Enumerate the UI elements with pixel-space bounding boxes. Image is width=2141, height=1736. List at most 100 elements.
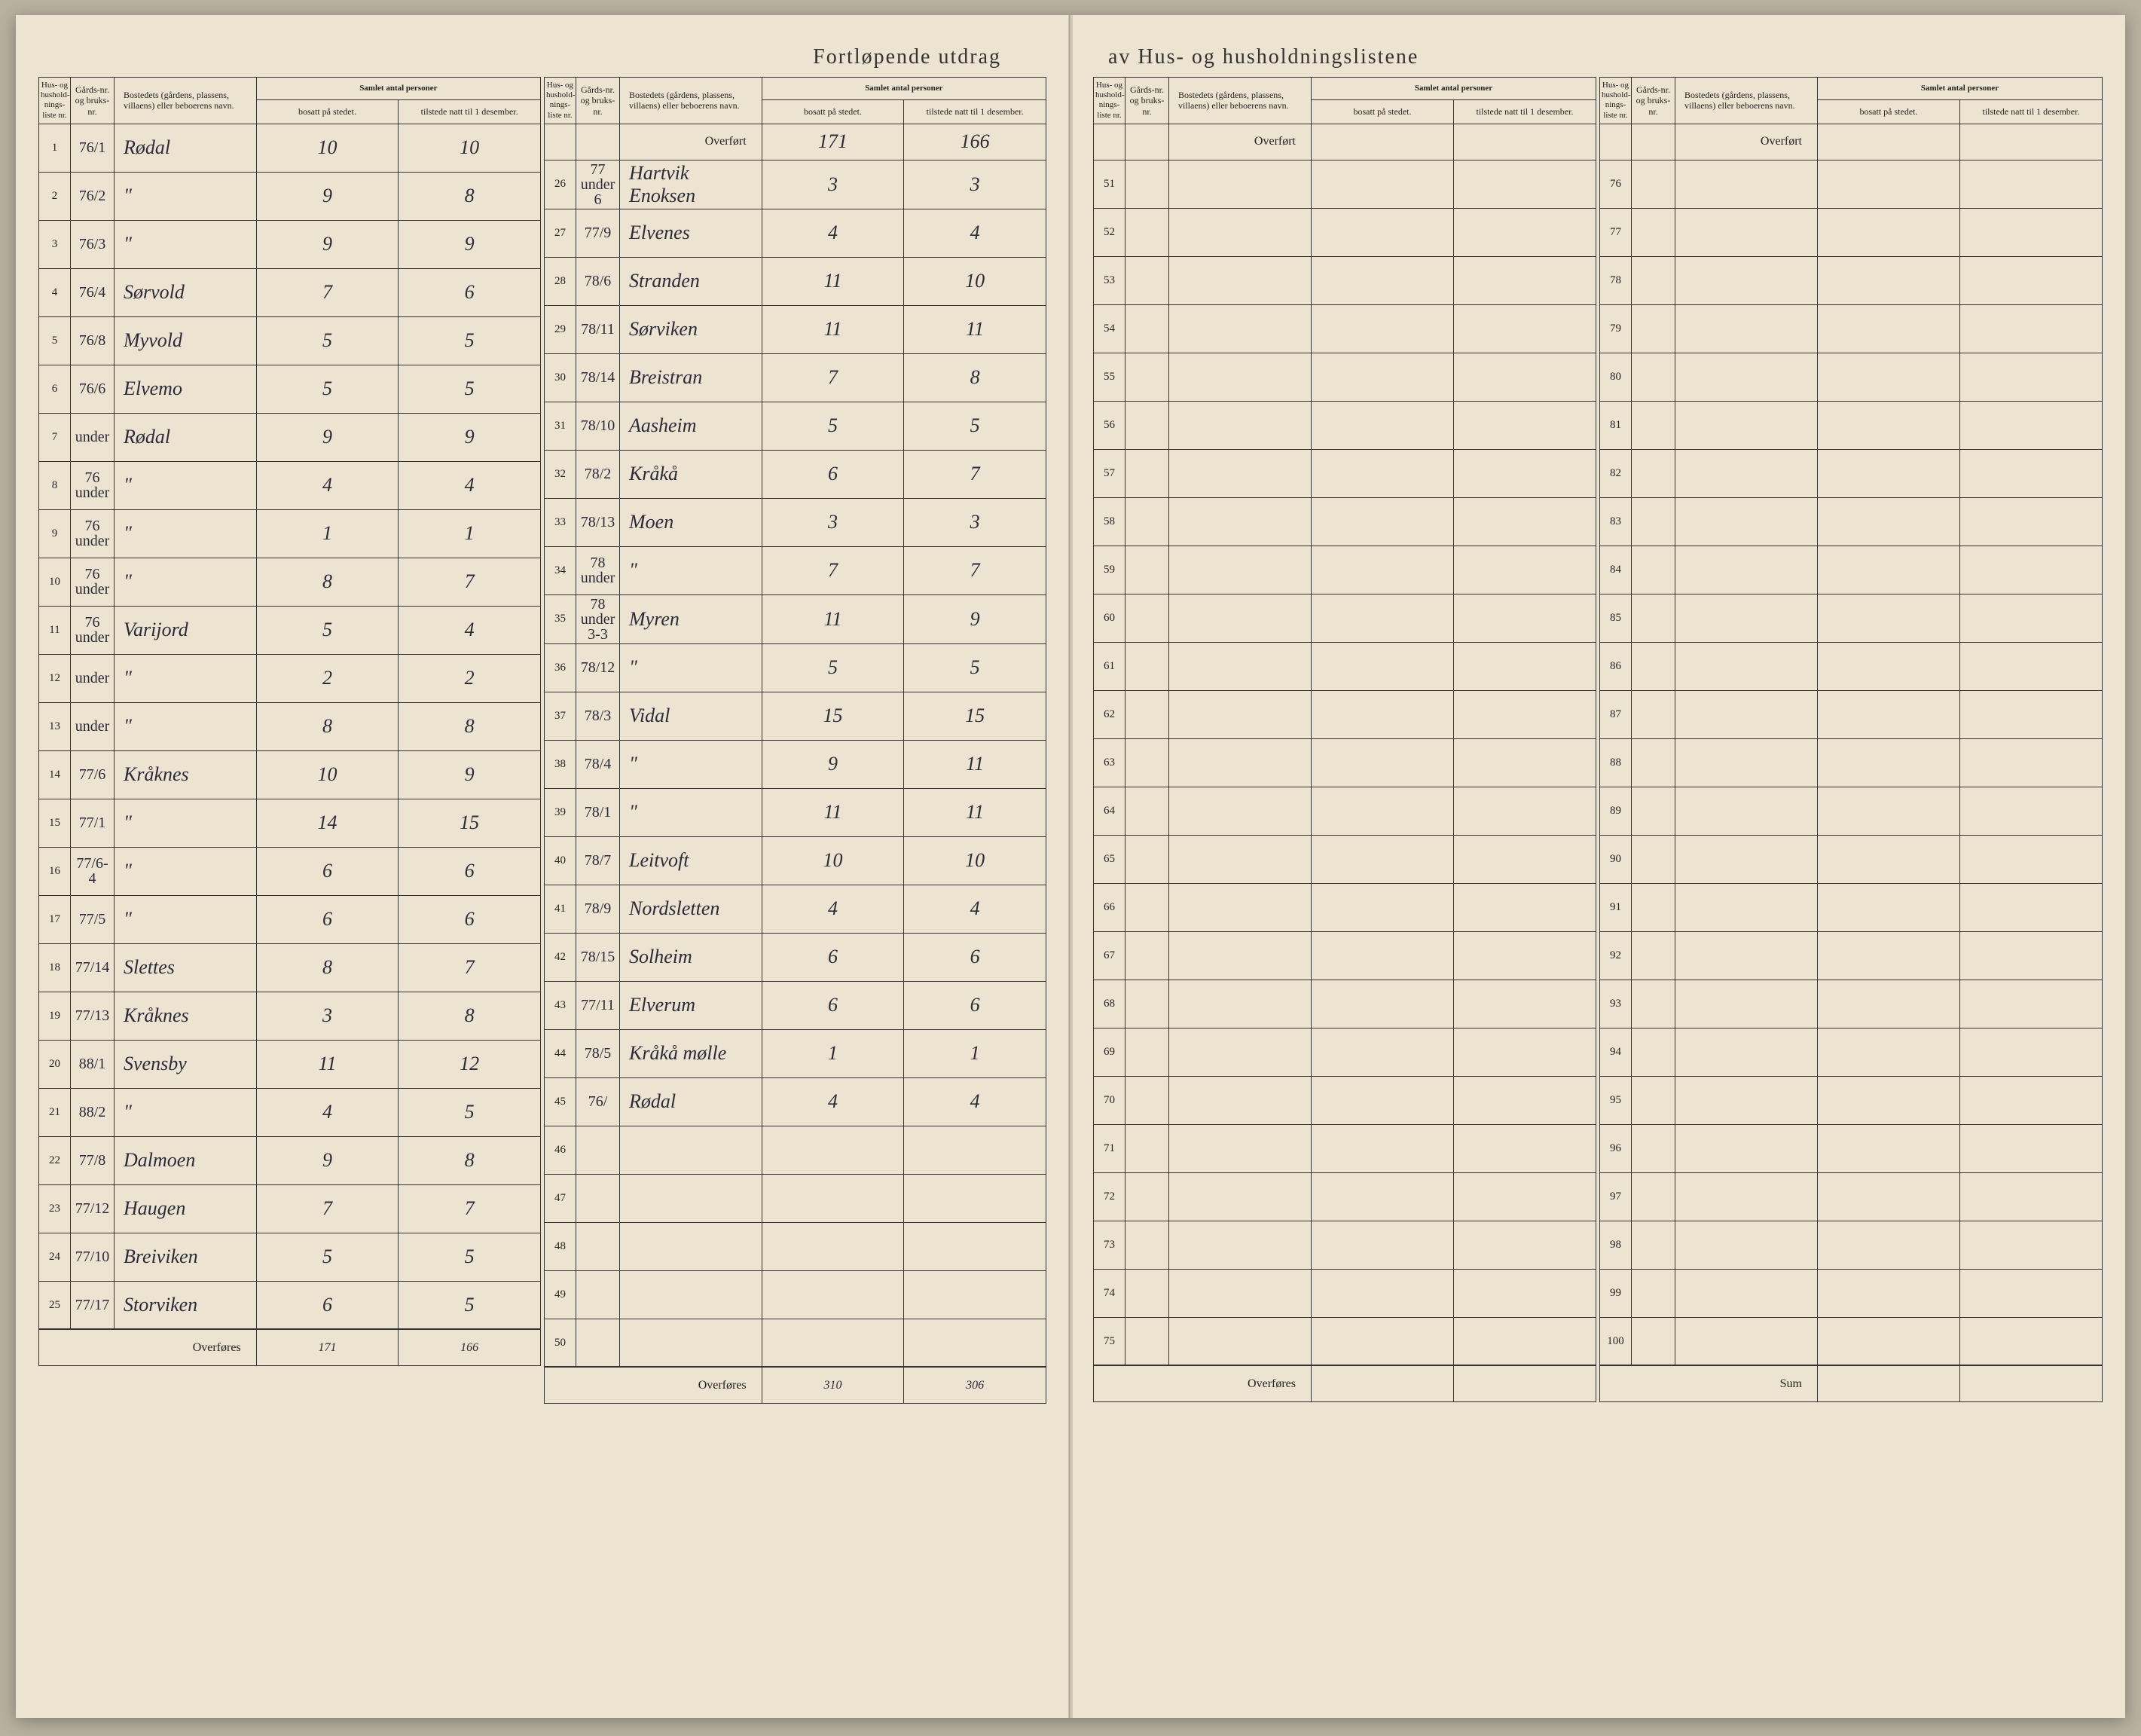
bosatt-count [1818, 642, 1960, 690]
tilstede-count [1454, 208, 1596, 256]
row-number: 3 [39, 220, 71, 268]
table-row: 87 [1600, 690, 2103, 738]
bosted-name: Hartvik Enoksen [620, 160, 762, 209]
bosted-name: " [115, 220, 257, 268]
tilstede-count: 6 [399, 895, 541, 943]
bosted-name: Breiviken [115, 1233, 257, 1281]
bosted-name [1169, 256, 1312, 304]
row-number: 24 [39, 1233, 71, 1281]
table-row: 71 [1094, 1124, 1596, 1172]
row-number: 100 [1600, 1317, 1632, 1365]
tilstede-count [1960, 1124, 2103, 1172]
row-number: 14 [39, 750, 71, 799]
tilstede-count: 5 [399, 365, 541, 413]
bosted-name [1169, 787, 1312, 835]
bosted-name [1169, 835, 1312, 883]
row-number: 11 [39, 606, 71, 654]
row-number: 72 [1094, 1172, 1125, 1221]
tilstede-count: 1 [904, 1029, 1046, 1077]
tilstede-count [1454, 401, 1596, 449]
table-row: 80 [1600, 353, 2103, 401]
gard-number [1125, 353, 1169, 401]
header-gard: Gårds-nr. og bruks-nr. [71, 78, 115, 124]
ledger-table-2: Hus- og hushold-nings-liste nr. Gårds-nr… [544, 77, 1046, 1404]
gard-number [1632, 497, 1675, 546]
column-block-3: Hus- og hushold-nings-liste nr. Gårds-nr… [1093, 77, 1596, 1402]
bosted-name: " [115, 654, 257, 702]
tilstede-count [1960, 160, 2103, 208]
table-row: 61 [1094, 642, 1596, 690]
row-number: 42 [545, 933, 576, 981]
tilstede-count: 6 [904, 981, 1046, 1029]
row-number: 98 [1600, 1221, 1632, 1269]
tilstede-count [1960, 546, 2103, 594]
bosted-name [1675, 401, 1818, 449]
row-number: 85 [1600, 594, 1632, 642]
row-number: 25 [39, 1281, 71, 1329]
table-header: Hus- og hushold-nings-liste nr. Gårds-nr… [1094, 78, 1596, 124]
table-row: 90 [1600, 835, 2103, 883]
bosted-name [1169, 642, 1312, 690]
tilstede-count [1454, 787, 1596, 835]
gard-number [1125, 690, 1169, 738]
bosted-name [1675, 738, 1818, 787]
tilstede-count [1960, 401, 2103, 449]
row-number: 33 [545, 498, 576, 546]
table-row: 74 [1094, 1269, 1596, 1317]
bosted-name [620, 1174, 762, 1222]
table-row: 82 [1600, 449, 2103, 497]
row-number: 57 [1094, 449, 1125, 497]
tilstede-count [1454, 980, 1596, 1028]
row-number: 91 [1600, 883, 1632, 931]
row-number: 84 [1600, 546, 1632, 594]
bosatt-count: 5 [256, 1233, 399, 1281]
gard-number [1125, 835, 1169, 883]
bosted-name: Rødal [620, 1077, 762, 1126]
table-row: 76 [1600, 160, 2103, 208]
bosted-name: " [115, 895, 257, 943]
bosted-name: " [115, 172, 257, 220]
row-number: 77 [1600, 208, 1632, 256]
tilstede-count: 3 [904, 160, 1046, 209]
bosatt-count [1312, 1221, 1454, 1269]
bosted-name: Leitvoft [620, 836, 762, 885]
gard-number: 78/10 [576, 402, 620, 450]
tilstede-count: 5 [399, 1281, 541, 1329]
bosted-name: Kråknes [115, 750, 257, 799]
gard-number [1125, 1269, 1169, 1317]
gard-number [1632, 546, 1675, 594]
bosted-name [1675, 642, 1818, 690]
gard-number: 78 under 3-3 [576, 594, 620, 643]
overfores-label: Overføres [545, 1367, 762, 1403]
row-number: 5 [39, 316, 71, 365]
bosted-name [1675, 353, 1818, 401]
gard-number [1125, 497, 1169, 546]
gard-number [1125, 546, 1169, 594]
header-tilstede: tilstede natt til 1 desember. [904, 100, 1046, 124]
table-row: 1977/13Kråknes38 [39, 992, 541, 1040]
table-row: 876 under"44 [39, 461, 541, 509]
table-row: 100 [1600, 1317, 2103, 1365]
gard-number [1632, 931, 1675, 980]
row-number: 40 [545, 836, 576, 885]
row-number: 58 [1094, 497, 1125, 546]
header-hus: Hus- og hushold-nings-liste nr. [39, 78, 71, 124]
gard-number: 78/5 [576, 1029, 620, 1077]
table-header: Hus- og hushold-nings-liste nr. Gårds-nr… [545, 78, 1046, 124]
row-number: 55 [1094, 353, 1125, 401]
gard-number [1632, 835, 1675, 883]
row-number: 23 [39, 1184, 71, 1233]
bosted-name [1675, 208, 1818, 256]
tilstede-count: 8 [399, 702, 541, 750]
row-number: 54 [1094, 304, 1125, 353]
tilstede-count: 15 [904, 692, 1046, 740]
row-number: 36 [545, 643, 576, 692]
bosted-name [1169, 449, 1312, 497]
table-row: 79 [1600, 304, 2103, 353]
gard-number [1125, 1076, 1169, 1124]
table-row: 73 [1094, 1221, 1596, 1269]
table-row: 2477/10Breiviken55 [39, 1233, 541, 1281]
bosatt-count [762, 1319, 904, 1367]
bosatt-count: 4 [256, 1088, 399, 1136]
overfort-row: Overført 171 166 [545, 124, 1046, 160]
